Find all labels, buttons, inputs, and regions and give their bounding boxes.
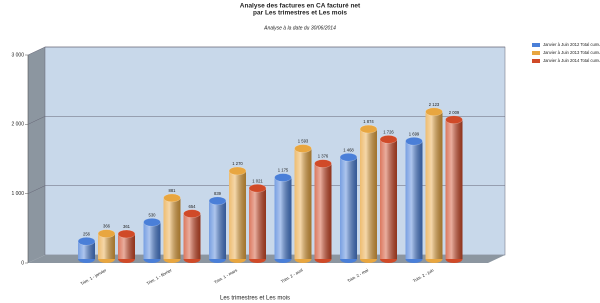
data-label: 2 009 — [449, 110, 460, 115]
legend-label: Janvier à Juin 2012 Total cumulé — [543, 42, 600, 47]
bar-top — [97, 229, 116, 238]
bar-shade — [445, 119, 463, 259]
chart-note: Analyse à la date du 30/06/2014 — [263, 25, 336, 31]
x-axis-title: Les trimestres et Les mois — [220, 296, 290, 302]
data-label: 1 376 — [318, 154, 329, 159]
bar-shade — [249, 188, 266, 259]
data-label: 1 468 — [343, 147, 354, 152]
bar-top — [359, 124, 378, 134]
data-label: 1 699 — [409, 131, 420, 136]
y-tick-label: 1 000 — [11, 191, 24, 197]
bar-top — [294, 144, 312, 153]
bar-top — [425, 107, 443, 117]
bar-shade — [78, 241, 95, 259]
bar-top — [77, 237, 96, 246]
data-label: 2 123 — [429, 102, 440, 107]
data-label: 1 021 — [252, 178, 263, 183]
data-label: 1 175 — [278, 168, 289, 173]
bar-shade — [405, 141, 423, 259]
x-tick-label: Trim. 1 - février — [146, 267, 173, 286]
bar-top — [143, 218, 161, 227]
x-tick-label: Trim. 1 - mars — [213, 267, 238, 284]
bar-shade — [425, 111, 443, 260]
data-label: 839 — [214, 191, 222, 196]
legend-label: Janvier à Juin 2014 Total cumulé — [543, 58, 600, 63]
bar-top — [379, 135, 398, 144]
data-label: 654 — [189, 204, 197, 209]
x-tick-label: Trim. 1 - janvier — [79, 267, 107, 286]
side-wall — [28, 47, 45, 263]
bar-shade — [163, 197, 181, 259]
bar-shade — [98, 233, 115, 259]
bar-top — [163, 193, 181, 203]
chart-title: Analyse des factures en CA facturé net — [240, 3, 361, 10]
legend-swatch — [532, 51, 540, 55]
data-label: 1 726 — [383, 129, 394, 134]
grid-line — [27, 116, 505, 125]
x-tick-label: Trim. 2 - juin — [412, 267, 435, 283]
bar-top — [183, 209, 201, 218]
bar-top — [208, 196, 227, 206]
bar-top — [117, 229, 136, 239]
bar-shade — [143, 222, 161, 259]
data-label: 1 270 — [232, 161, 243, 166]
bar-shade — [340, 157, 357, 259]
y-tick-label: 0 — [21, 260, 24, 266]
bar-shade — [294, 148, 312, 259]
data-label: 881 — [169, 188, 177, 193]
chart-subtitle: par Les trimestres et Les mois — [253, 10, 347, 17]
bar-top — [274, 173, 292, 182]
legend-swatch — [532, 59, 540, 63]
grid-line — [27, 46, 505, 56]
bar-shade — [209, 200, 226, 259]
bar-top — [228, 166, 247, 176]
bar-shade — [183, 213, 201, 259]
bar-shade — [118, 233, 135, 259]
legend-label: Janvier à Juin 2013 Total cumulé — [543, 50, 600, 55]
bar-top — [405, 137, 423, 146]
bar-shade — [229, 170, 246, 259]
data-label: 361 — [123, 224, 131, 229]
bar-top — [248, 184, 267, 193]
bar-top — [314, 159, 332, 168]
data-label: 1 874 — [363, 119, 374, 124]
legend-swatch — [532, 43, 540, 47]
data-label: 1 593 — [298, 139, 309, 144]
bar-shade — [360, 129, 377, 259]
data-label: 530 — [149, 212, 157, 217]
y-tick-label: 2 000 — [11, 122, 24, 128]
bar-top — [339, 153, 358, 162]
bar-shade — [314, 163, 332, 259]
bar-shade — [274, 177, 292, 259]
data-label: 256 — [83, 231, 91, 236]
bar-top — [445, 115, 463, 124]
bar-shade — [380, 139, 397, 259]
y-tick-label: 3 000 — [11, 52, 24, 58]
x-tick-label: Trim. 2 - mai — [346, 267, 369, 283]
x-tick-label: Trim. 2 - avril — [280, 267, 304, 284]
data-label: 366 — [103, 224, 111, 229]
